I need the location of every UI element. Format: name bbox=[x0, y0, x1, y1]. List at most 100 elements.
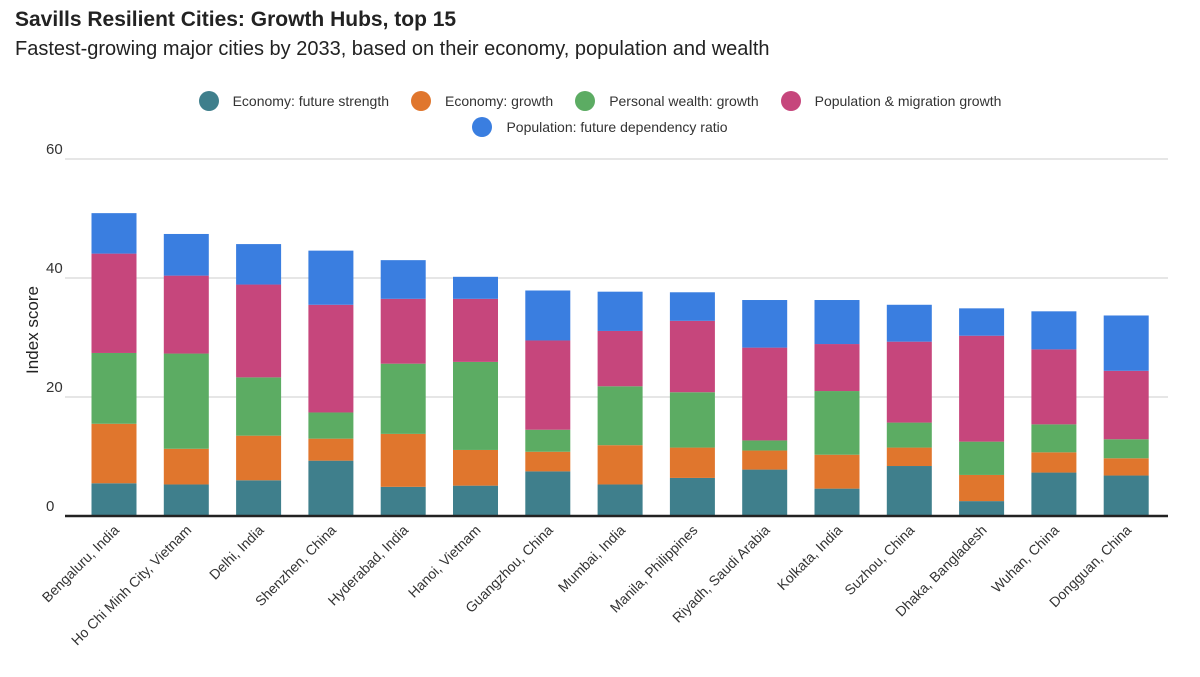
legend-label: Economy: growth bbox=[445, 93, 554, 109]
bar-segment[interactable] bbox=[91, 213, 137, 254]
legend-item-population-migration-growth[interactable]: Population & migration growth bbox=[780, 91, 1001, 111]
bar-segment[interactable] bbox=[236, 244, 282, 285]
bar-stack[interactable] bbox=[597, 291, 643, 516]
bar-stack[interactable] bbox=[380, 260, 426, 516]
bar-segment[interactable] bbox=[1103, 475, 1149, 516]
bar-stack[interactable] bbox=[236, 244, 282, 516]
bar-stack[interactable] bbox=[742, 300, 788, 516]
bar-segment[interactable] bbox=[1031, 472, 1077, 516]
bar-stack[interactable] bbox=[886, 304, 932, 516]
bar-segment[interactable] bbox=[236, 435, 282, 481]
bar-segment[interactable] bbox=[1031, 349, 1077, 425]
y-tick-label: 40 bbox=[46, 260, 63, 277]
bar-segment[interactable] bbox=[669, 392, 715, 448]
bar-segment[interactable] bbox=[669, 477, 715, 516]
bar-stack[interactable] bbox=[453, 276, 498, 516]
bar-segment[interactable] bbox=[886, 447, 932, 467]
bar-segment[interactable] bbox=[959, 474, 1005, 502]
bar-segment[interactable] bbox=[308, 460, 354, 516]
bar-segment[interactable] bbox=[236, 284, 282, 378]
bar-stack[interactable] bbox=[669, 292, 715, 516]
bar-segment[interactable] bbox=[886, 304, 932, 342]
bar-segment[interactable] bbox=[597, 386, 643, 446]
bar-segment[interactable] bbox=[886, 422, 932, 448]
bar-segment[interactable] bbox=[959, 441, 1005, 475]
bar-segment[interactable] bbox=[163, 353, 209, 449]
bar-segment[interactable] bbox=[380, 298, 426, 364]
bar-segment[interactable] bbox=[236, 377, 282, 436]
bar-segment[interactable] bbox=[814, 300, 860, 345]
bar-segment[interactable] bbox=[886, 466, 932, 516]
bar-segment[interactable] bbox=[453, 361, 498, 450]
bar-stack[interactable] bbox=[1031, 311, 1077, 516]
legend-item-economy-growth[interactable]: Economy: growth bbox=[411, 91, 553, 111]
bar-segment[interactable] bbox=[380, 260, 426, 299]
bar-segment[interactable] bbox=[91, 483, 137, 516]
bar-segment[interactable] bbox=[380, 433, 426, 487]
bar-segment[interactable] bbox=[91, 253, 137, 353]
y-axis-label: Index score bbox=[23, 286, 42, 374]
bar-segment[interactable] bbox=[308, 304, 354, 413]
bar-segment[interactable] bbox=[959, 501, 1005, 516]
bar-stack[interactable] bbox=[525, 290, 571, 516]
bar-segment[interactable] bbox=[959, 308, 1005, 336]
bar-segment[interactable] bbox=[1103, 315, 1149, 371]
bar-segment[interactable] bbox=[525, 340, 571, 430]
bar-segment[interactable] bbox=[163, 275, 209, 354]
bar-segment[interactable] bbox=[742, 347, 788, 441]
bar-segment[interactable] bbox=[742, 440, 788, 451]
legend-item-economy-future-strength[interactable]: Economy: future strength bbox=[198, 91, 389, 111]
bar-segment[interactable] bbox=[308, 438, 354, 461]
bar-segment[interactable] bbox=[91, 352, 137, 424]
bar-segment[interactable] bbox=[597, 445, 643, 485]
legend-item-personal-wealth-growth[interactable]: Personal wealth: growth bbox=[575, 91, 759, 111]
legend-item-population-dependency-ratio[interactable]: Population: future dependency ratio bbox=[472, 117, 728, 137]
bar-segment[interactable] bbox=[814, 488, 860, 516]
bar-segment[interactable] bbox=[453, 485, 498, 516]
bar-segment[interactable] bbox=[959, 335, 1005, 442]
bar-segment[interactable] bbox=[453, 449, 498, 486]
bar-segment[interactable] bbox=[597, 291, 643, 331]
bar-segment[interactable] bbox=[236, 480, 282, 516]
bar-segment[interactable] bbox=[308, 250, 354, 305]
bar-segment[interactable] bbox=[742, 469, 788, 516]
bar-segment[interactable] bbox=[163, 484, 209, 516]
bar-stack[interactable] bbox=[1103, 315, 1149, 516]
bar-segment[interactable] bbox=[525, 429, 571, 452]
bar-segment[interactable] bbox=[525, 290, 571, 341]
bar-segment[interactable] bbox=[453, 276, 498, 299]
bar-segment[interactable] bbox=[1031, 452, 1077, 473]
bar-segment[interactable] bbox=[525, 451, 571, 472]
bar-segment[interactable] bbox=[742, 300, 788, 348]
bar-stack[interactable] bbox=[814, 300, 860, 516]
bar-segment[interactable] bbox=[380, 486, 426, 516]
bar-segment[interactable] bbox=[814, 391, 860, 455]
bar-segment[interactable] bbox=[669, 447, 715, 478]
bar-segment[interactable] bbox=[1103, 370, 1149, 440]
bar-segment[interactable] bbox=[1103, 458, 1149, 476]
bar-segment[interactable] bbox=[453, 298, 498, 362]
bar-segment[interactable] bbox=[91, 423, 137, 484]
bar-segment[interactable] bbox=[380, 363, 426, 434]
bar-segment[interactable] bbox=[886, 341, 932, 423]
bar-segment[interactable] bbox=[308, 412, 354, 439]
bar-segment[interactable] bbox=[1031, 311, 1077, 350]
bar-stack[interactable] bbox=[91, 213, 137, 516]
bar-segment[interactable] bbox=[669, 320, 715, 393]
bar-segment[interactable] bbox=[814, 344, 860, 392]
bar-segment[interactable] bbox=[742, 450, 788, 470]
bar-segment[interactable] bbox=[669, 292, 715, 321]
bar-segment[interactable] bbox=[597, 484, 643, 516]
bar-stack[interactable] bbox=[163, 233, 209, 516]
bar-segment[interactable] bbox=[163, 448, 209, 485]
bar-segment[interactable] bbox=[597, 330, 643, 387]
bar-segment[interactable] bbox=[525, 471, 571, 516]
bar-segment[interactable] bbox=[1103, 439, 1149, 459]
bar-segment[interactable] bbox=[814, 454, 860, 489]
bar-stack[interactable] bbox=[308, 250, 354, 516]
bar-stack[interactable] bbox=[959, 308, 1005, 516]
bar-segment[interactable] bbox=[163, 233, 209, 276]
x-tick-label: Mumbai, India bbox=[555, 522, 629, 596]
bar-segment[interactable] bbox=[1031, 424, 1077, 453]
